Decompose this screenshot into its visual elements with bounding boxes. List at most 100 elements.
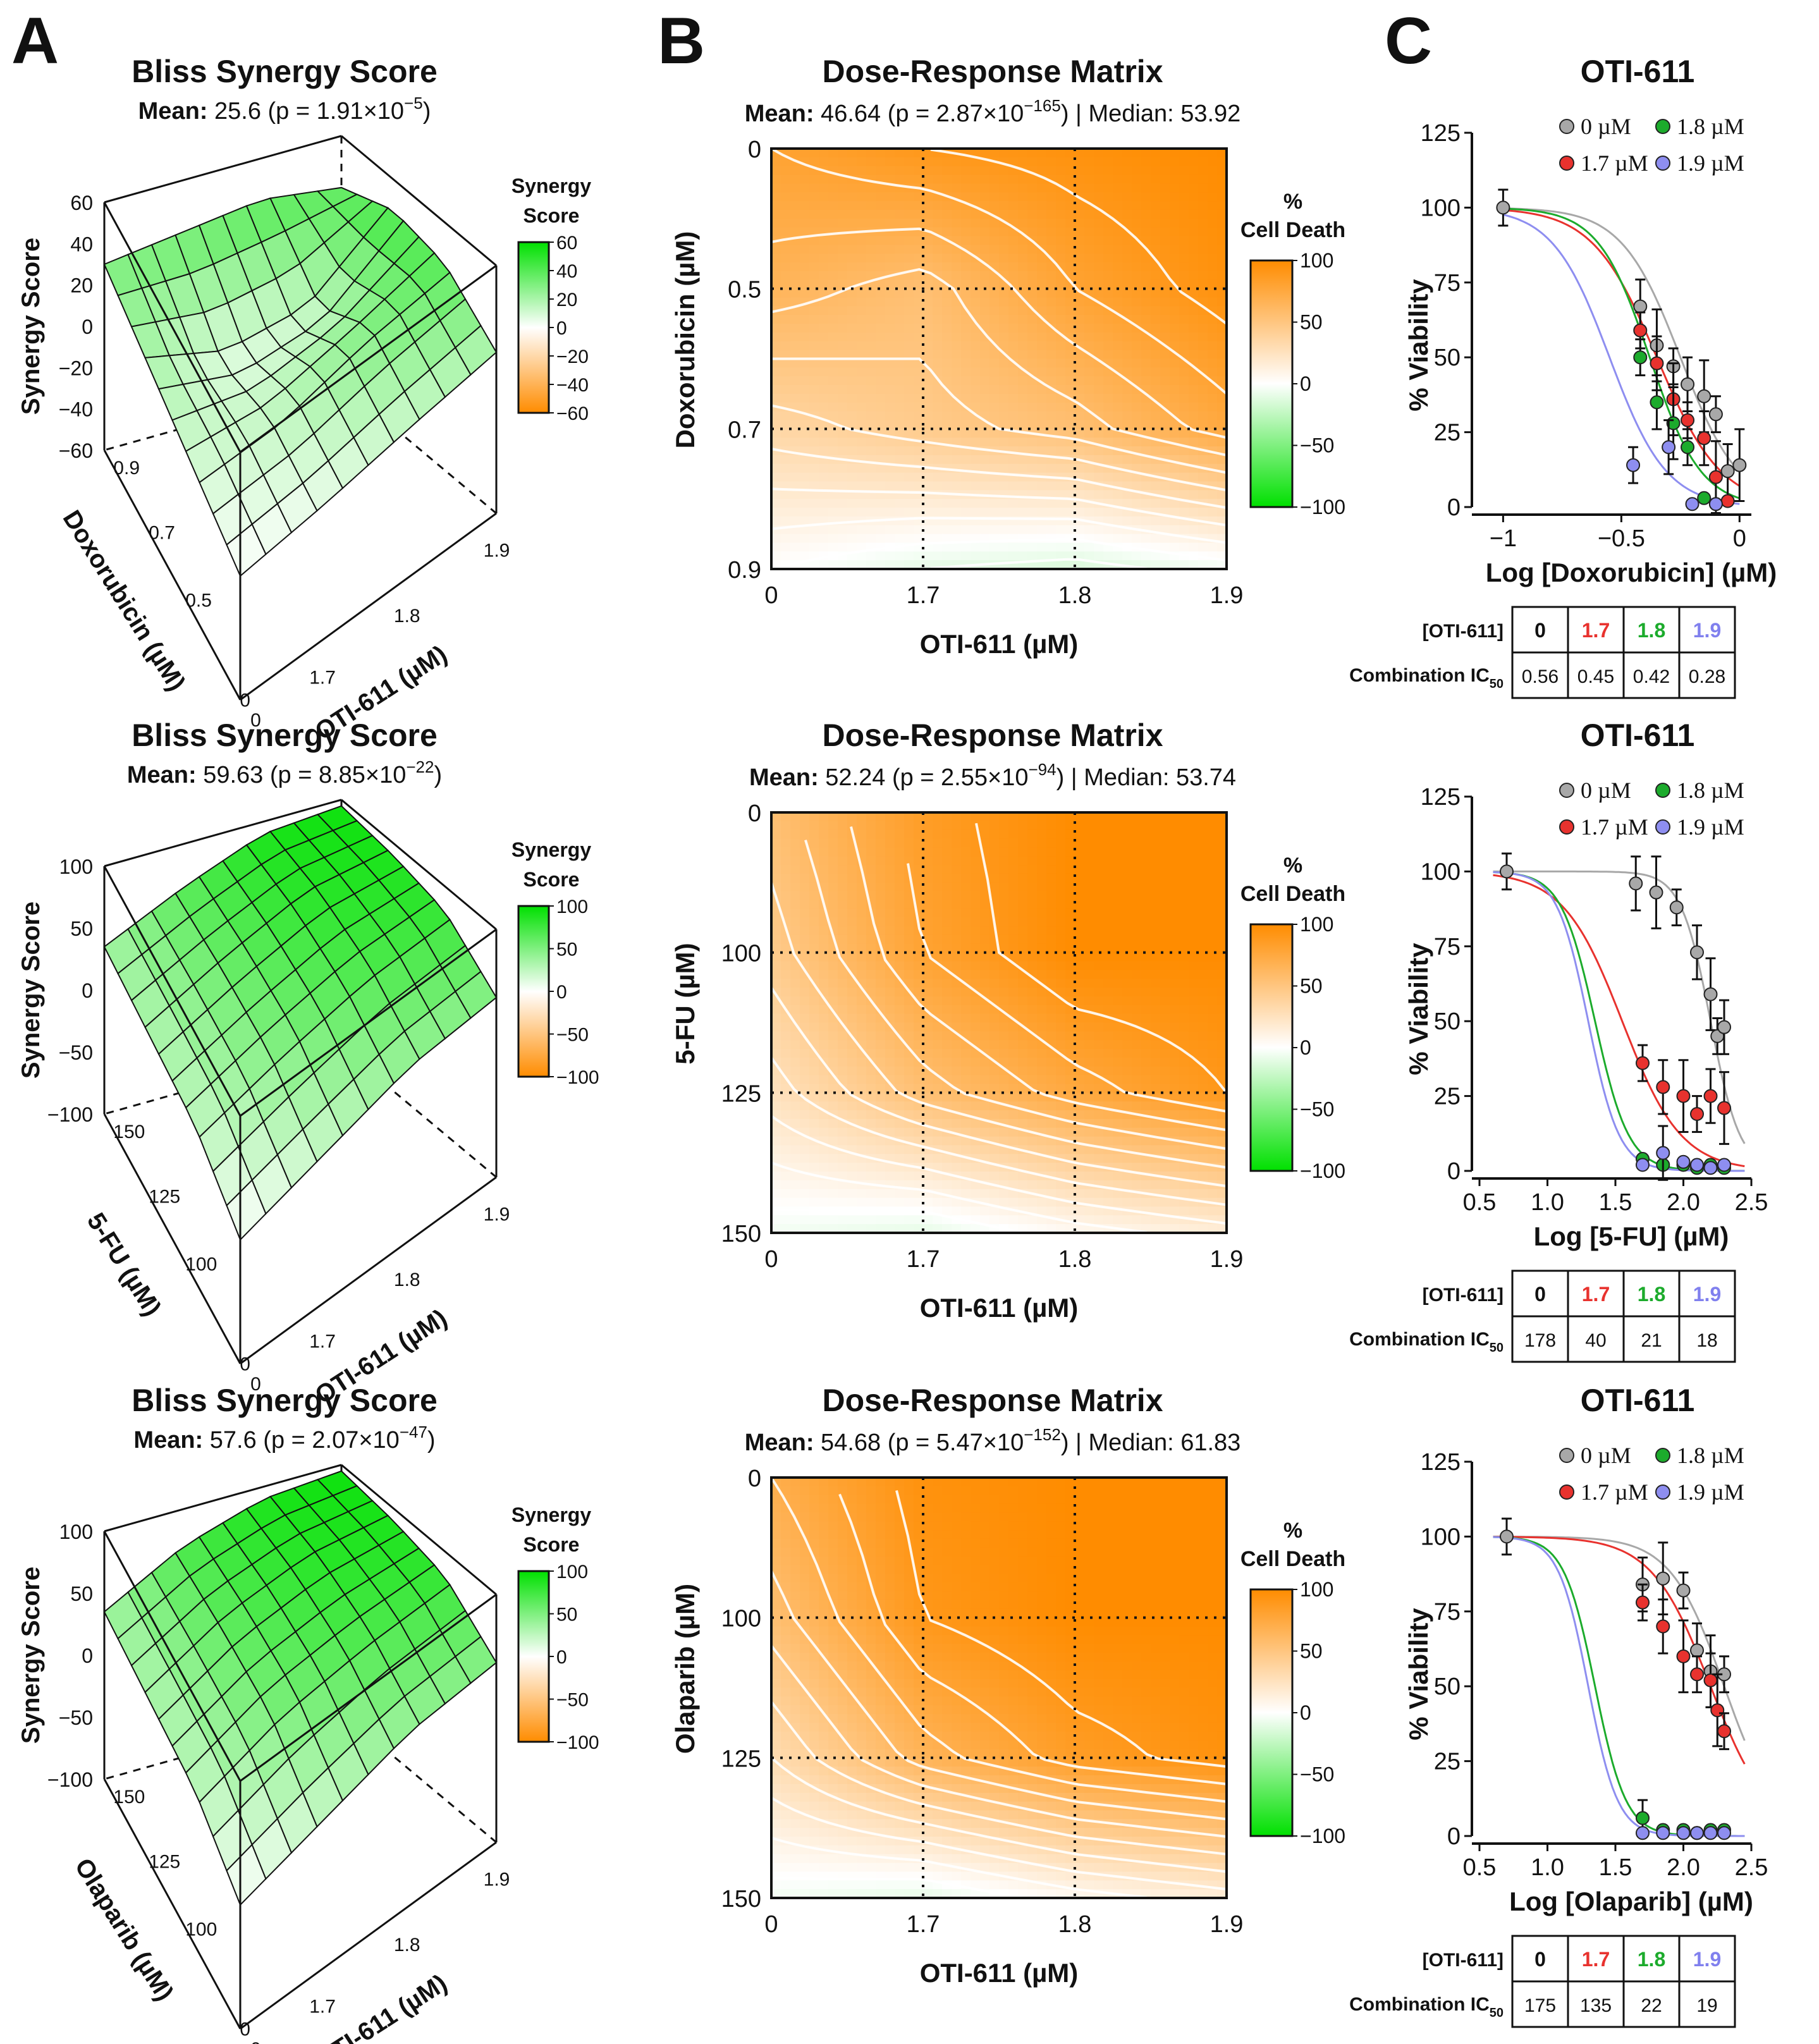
heatmap-cell	[1094, 970, 1104, 980]
heatmap-cell	[1160, 201, 1170, 211]
heatmap-cell	[771, 1005, 781, 1015]
heatmap-cell	[876, 166, 886, 176]
heatmap-cell	[790, 1136, 800, 1146]
heatmap-cell	[1113, 157, 1123, 167]
heatmap-cell	[790, 1197, 800, 1208]
heatmap-cell	[1179, 508, 1189, 517]
heatmap-cell	[1018, 315, 1028, 324]
heatmap-cell	[885, 341, 895, 351]
heatmap-cell	[771, 934, 781, 945]
x-tick-label: −1	[1490, 525, 1517, 552]
heatmap-cell	[800, 218, 810, 228]
heatmap-cell	[904, 367, 914, 377]
heatmap-cell	[838, 812, 848, 822]
heatmap-cell	[1084, 490, 1094, 499]
heatmap-cell	[914, 297, 924, 307]
heatmap-cell	[971, 551, 981, 561]
heatmap-cell	[933, 1040, 943, 1050]
heatmap-cell	[1151, 1049, 1161, 1058]
heatmap-cell	[1113, 970, 1123, 980]
heatmap-cell	[1046, 463, 1056, 474]
heatmap-cell	[1075, 865, 1085, 874]
heatmap-cell	[971, 472, 981, 482]
heatmap-cell	[1056, 508, 1066, 517]
heatmap-cell	[828, 472, 838, 482]
heatmap-cell	[933, 821, 943, 831]
heatmap-cell	[1141, 1180, 1151, 1190]
heatmap-cell	[838, 838, 848, 848]
heatmap-cell	[980, 1022, 990, 1032]
heatmap-cell	[1217, 393, 1227, 403]
heatmap-cell	[819, 934, 829, 945]
heatmap-cell	[914, 367, 924, 377]
heatmap-cell	[971, 332, 981, 342]
heatmap-cell	[790, 542, 800, 553]
heatmap-cell	[1141, 271, 1151, 281]
heatmap-cell	[1170, 821, 1180, 831]
heatmap-cell	[1075, 446, 1085, 456]
heatmap-cell	[952, 201, 962, 211]
heatmap-cell	[999, 420, 1009, 430]
legend-label: 1.7 µM	[1581, 150, 1648, 176]
heatmap-cell	[895, 254, 905, 263]
heatmap-cell	[989, 1049, 1000, 1058]
heatmap-cell	[1018, 821, 1028, 831]
heatmap-cell	[1141, 236, 1151, 246]
heatmap-cell	[1160, 420, 1170, 430]
heatmap-cell	[1094, 209, 1104, 219]
heatmap-cell	[800, 393, 810, 403]
y-tick-label: 0.7	[728, 417, 761, 443]
heatmap-cell	[1046, 279, 1056, 290]
heatmap-cell	[1094, 429, 1104, 438]
heatmap-cell	[828, 1049, 838, 1058]
heatmap-cell	[1132, 551, 1142, 561]
heatmap-cell	[1122, 821, 1132, 831]
heatmap-cell	[1103, 227, 1113, 237]
heatmap-cell	[866, 341, 876, 351]
heatmap-cell	[1217, 324, 1227, 333]
heatmap-cell	[923, 455, 933, 465]
heatmap-cell	[961, 961, 971, 971]
heatmap-cell	[828, 481, 838, 491]
heatmap-cell	[1170, 367, 1180, 377]
heatmap-cell	[1189, 525, 1199, 535]
heatmap-cell	[1027, 438, 1038, 447]
heatmap-cell	[1189, 236, 1199, 246]
heatmap-cell	[1103, 952, 1113, 962]
heatmap-cell	[971, 455, 981, 465]
heatmap-cell	[895, 1049, 905, 1058]
heatmap-cell	[904, 1013, 914, 1024]
heatmap-cell	[771, 166, 781, 176]
heatmap-cell	[1084, 508, 1094, 517]
heatmap-cell	[828, 838, 838, 848]
heatmap-cell	[819, 201, 829, 211]
heatmap-cell	[809, 961, 819, 971]
heatmap-cell	[1084, 865, 1094, 874]
heatmap-cell	[1141, 891, 1151, 901]
heatmap-cell	[1094, 900, 1104, 910]
heatmap-cell	[1160, 812, 1170, 822]
heatmap-cell	[895, 358, 905, 369]
heatmap-cell	[1122, 149, 1132, 158]
data-point-series-3	[1708, 497, 1723, 511]
heatmap-cell	[1018, 385, 1028, 395]
heatmap-cell	[790, 201, 800, 211]
heatmap-cell	[819, 218, 829, 228]
heatmap-cell	[857, 1066, 867, 1076]
heatmap-cell	[790, 227, 800, 237]
heatmap-cell	[1141, 227, 1151, 237]
heatmap-cell	[942, 1040, 952, 1050]
heatmap-cell	[847, 209, 857, 219]
heatmap-cell	[857, 183, 867, 193]
heatmap-cell	[790, 1110, 800, 1120]
heatmap-cell	[1189, 873, 1199, 883]
heatmap-cell	[838, 1031, 848, 1041]
heatmap-cell	[866, 306, 876, 316]
heatmap-cell	[1018, 1154, 1028, 1163]
heatmap-cell	[809, 1189, 819, 1199]
heatmap-cell	[1113, 508, 1123, 517]
heatmap-cell	[952, 254, 962, 263]
heatmap-cell	[1008, 812, 1019, 822]
heatmap-cell	[781, 376, 791, 386]
